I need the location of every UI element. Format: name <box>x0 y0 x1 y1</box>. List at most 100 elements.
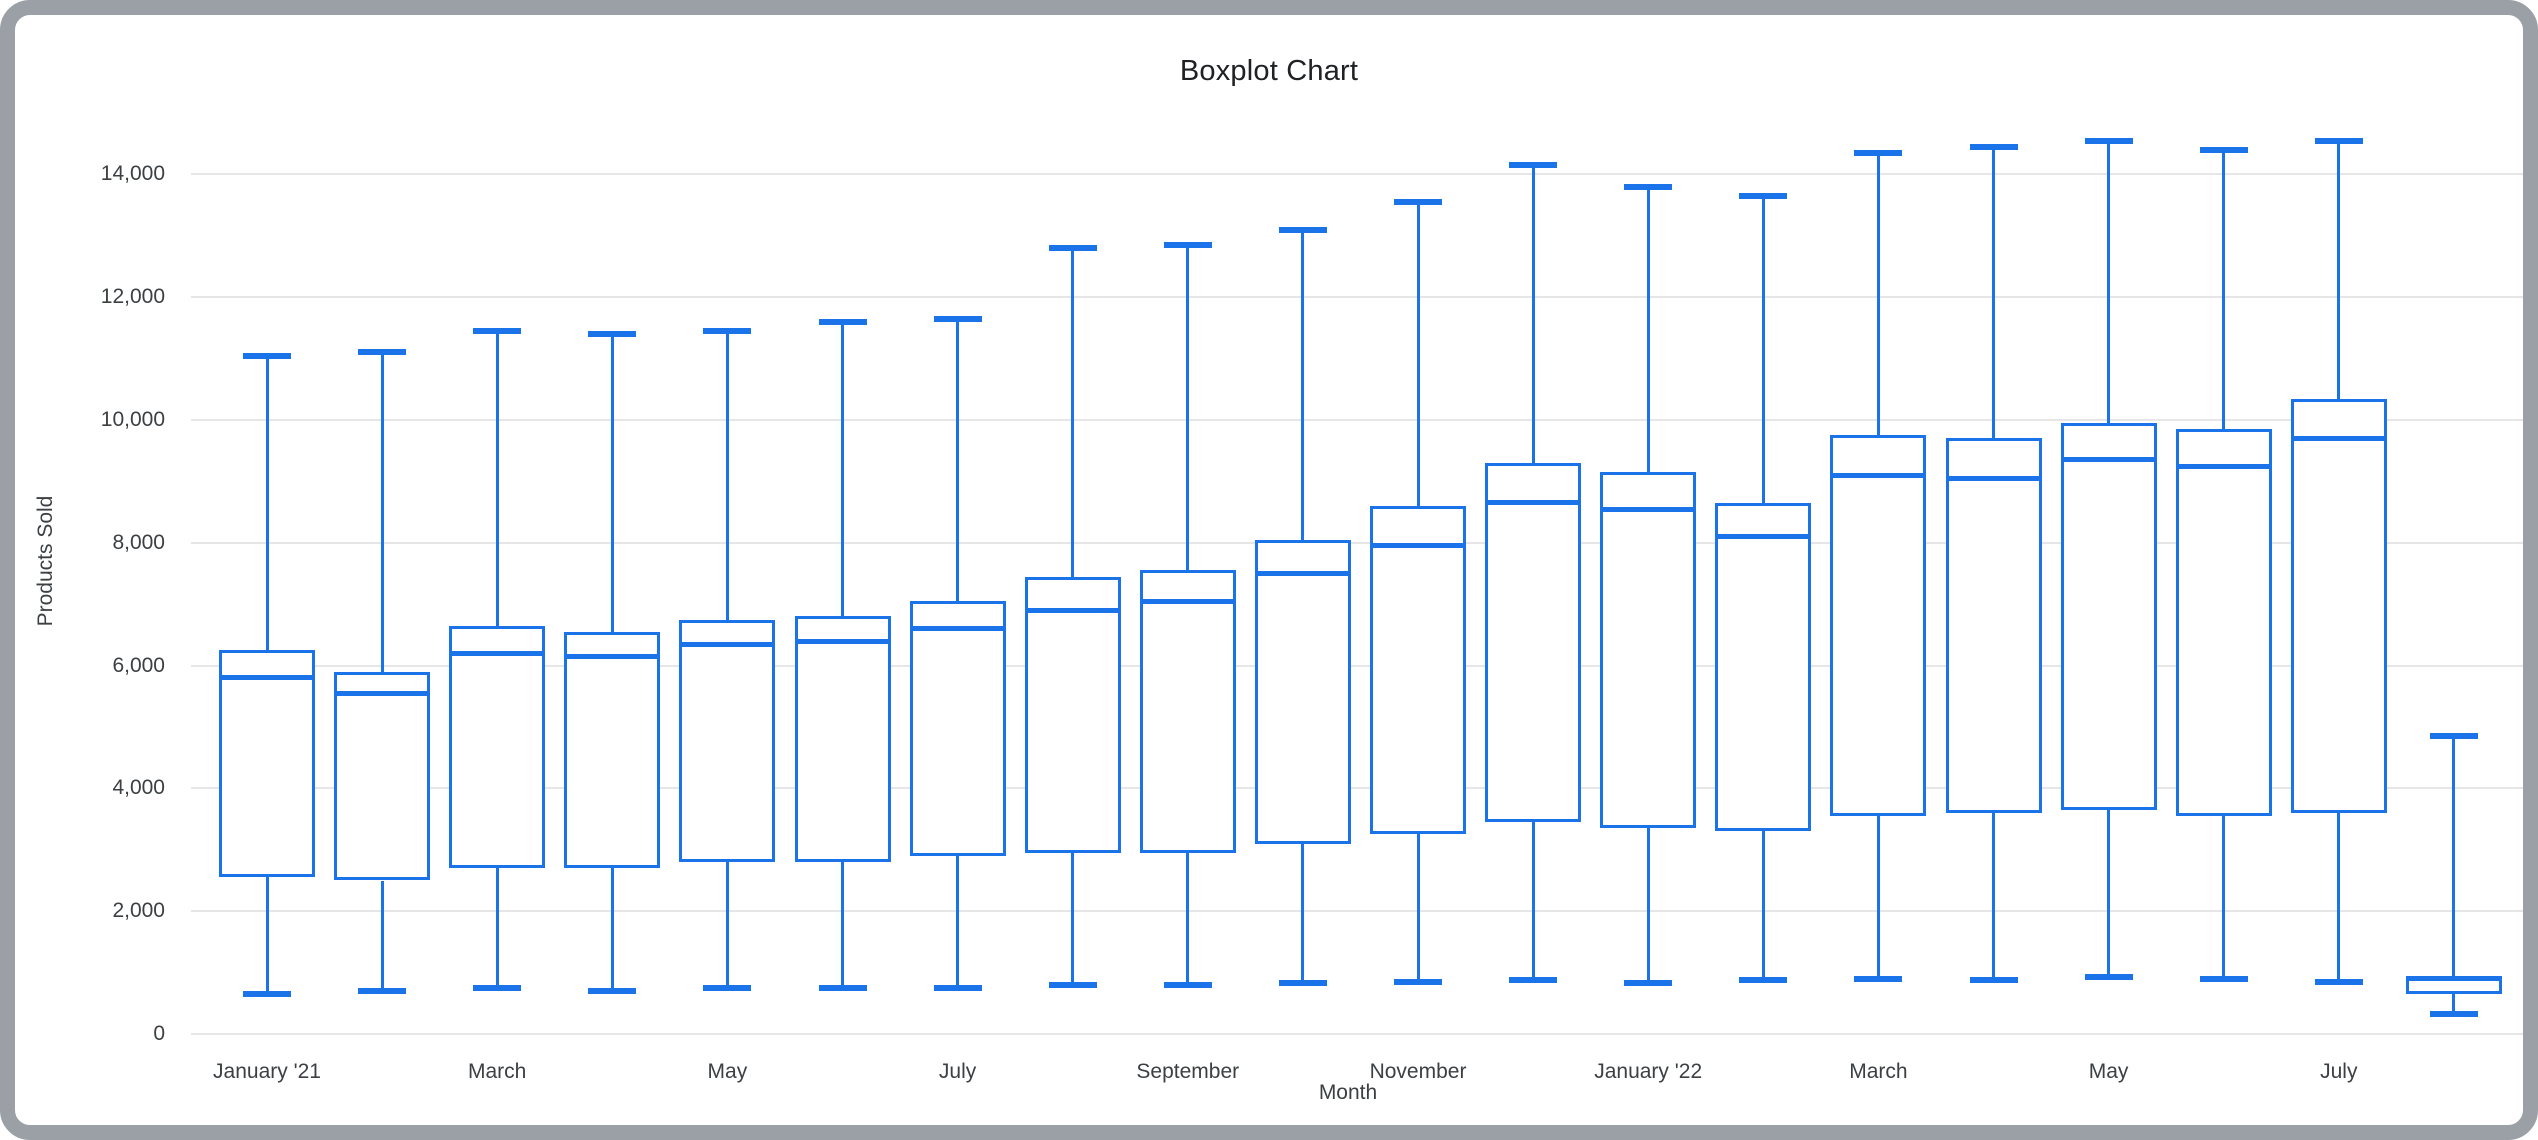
whisker-upper-stem <box>1416 202 1420 506</box>
whisker-min-cap <box>703 984 752 991</box>
whisker-max-cap <box>703 327 752 334</box>
median-line <box>2063 457 2154 463</box>
whisker-lower-stem <box>2222 816 2226 979</box>
x-axis-title: Month <box>1318 1081 1378 1104</box>
whisker-upper-stem <box>2337 140 2341 399</box>
whisker-min-cap <box>818 984 867 991</box>
whisker-upper-stem <box>610 334 614 632</box>
whisker-min-cap <box>1394 978 1442 985</box>
boxplot-box[interactable] <box>1485 462 1582 823</box>
whisker-upper-stem <box>1646 186 1650 473</box>
median-line <box>1257 571 1348 576</box>
whisker-max-cap <box>1854 149 1903 156</box>
median-line <box>1027 607 1118 613</box>
boxplot-box[interactable] <box>1254 539 1351 844</box>
whisker-max-cap <box>358 349 407 356</box>
boxplot-box[interactable] <box>564 631 661 869</box>
boxplot-box[interactable] <box>334 671 431 881</box>
gridline <box>191 910 2523 913</box>
whisker-upper-stem <box>495 330 499 626</box>
whisker-lower-stem <box>1992 812 1995 981</box>
median-line <box>1142 598 1233 604</box>
whisker-min-cap <box>2429 1011 2478 1018</box>
boxplot-box[interactable] <box>219 650 315 878</box>
whisker-upper-stem <box>2107 140 2111 424</box>
boxplot-box[interactable] <box>2290 398 2387 813</box>
median-line <box>912 626 1003 632</box>
boxplot-box[interactable] <box>449 625 546 869</box>
chart-title: Boxplot Chart <box>1179 55 1359 87</box>
whisker-min-cap <box>2084 974 2133 981</box>
gridline <box>191 173 2523 176</box>
y-tick-label: 10,000 <box>100 408 165 431</box>
whisker-lower-stem <box>2107 809 2111 978</box>
boxplot-box[interactable] <box>794 616 891 863</box>
whisker-min-cap <box>1969 977 2018 984</box>
whisker-lower-stem <box>265 877 269 995</box>
median-line <box>2293 435 2384 441</box>
whisker-lower-stem <box>2337 812 2341 982</box>
whisker-max-cap <box>2429 733 2478 740</box>
boxplot-box[interactable] <box>909 601 1006 856</box>
boxplot-box[interactable] <box>1945 438 2042 813</box>
whisker-lower-stem <box>1531 822 1535 981</box>
boxplot-box[interactable] <box>2060 423 2157 810</box>
whisker-upper-stem <box>956 318 960 602</box>
whisker-max-cap <box>818 318 867 325</box>
x-tick-label: May <box>2088 1060 2129 1083</box>
whisker-max-cap <box>2084 137 2133 144</box>
whisker-max-cap <box>1739 192 1788 199</box>
whisker-lower-stem <box>380 880 384 992</box>
whisker-max-cap <box>588 331 637 338</box>
y-tick-label: 14,000 <box>100 162 165 186</box>
whisker-min-cap <box>243 991 291 998</box>
median-line <box>567 653 658 659</box>
whisker-max-cap <box>1969 143 2018 150</box>
whisker-lower-stem <box>956 855 960 988</box>
median-line <box>452 650 543 656</box>
whisker-min-cap <box>1739 977 1788 984</box>
boxplot-box[interactable] <box>1715 502 1812 832</box>
boxplot-box[interactable] <box>1024 576 1121 853</box>
median-line <box>2408 976 2499 982</box>
whisker-min-cap <box>1048 981 1097 988</box>
median-line <box>337 690 428 696</box>
boxplot-box[interactable] <box>2175 429 2272 817</box>
whisker-min-cap <box>2199 975 2248 982</box>
whisker-upper-stem <box>1071 248 1075 577</box>
whisker-lower-stem <box>725 862 729 988</box>
boxplot-box[interactable] <box>679 619 776 863</box>
whisker-min-cap <box>588 988 637 995</box>
y-tick-label: 8,000 <box>112 530 165 554</box>
boxplot-box[interactable] <box>1370 505 1466 835</box>
whisker-upper-stem <box>1531 165 1535 463</box>
whisker-min-cap <box>1163 981 1212 988</box>
x-tick-label: November <box>1369 1060 1467 1083</box>
gridline <box>191 296 2523 299</box>
whisker-lower-stem <box>1876 816 1880 979</box>
gridline <box>191 1033 2523 1035</box>
whisker-min-cap <box>1509 977 1558 984</box>
whisker-max-cap <box>2314 137 2363 144</box>
x-tick-label: January '22 <box>1594 1060 1703 1083</box>
boxplot-box[interactable] <box>1600 472 1697 829</box>
x-tick-label: July <box>2320 1060 2358 1083</box>
gridline <box>191 541 2523 544</box>
boxplot-box[interactable] <box>1830 435 1927 817</box>
median-line <box>1948 475 2039 481</box>
whisker-max-cap <box>2199 146 2248 153</box>
whisker-lower-stem <box>495 868 499 988</box>
x-tick-label: September <box>1136 1060 1240 1083</box>
x-tick-label: May <box>707 1060 748 1083</box>
whisker-max-cap <box>1624 183 1673 190</box>
gridline <box>191 787 2523 790</box>
boxplot-box[interactable] <box>1139 570 1236 853</box>
x-tick-label: March <box>1849 1060 1908 1083</box>
whisker-min-cap <box>358 988 407 995</box>
whisker-upper-stem <box>1186 245 1190 571</box>
gridline <box>191 664 2523 667</box>
whisker-upper-stem <box>2452 736 2456 976</box>
x-tick-label: July <box>938 1060 977 1083</box>
whisker-upper-stem <box>1761 195 1765 503</box>
